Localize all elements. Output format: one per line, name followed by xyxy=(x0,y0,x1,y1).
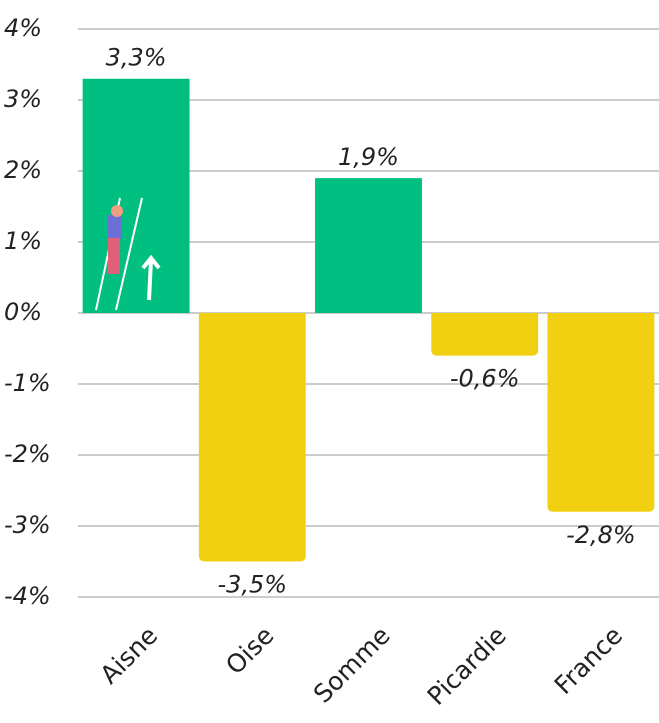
y-tick-label: 2% xyxy=(4,156,42,184)
bar xyxy=(198,313,306,562)
value-label: -0,6% xyxy=(450,365,520,393)
y-tick-label: -2% xyxy=(4,440,51,468)
y-tick-label: 3% xyxy=(4,85,42,113)
y-tick-label: 0% xyxy=(4,298,42,326)
bar xyxy=(315,178,422,313)
x-tick-label: Somme xyxy=(308,621,396,709)
value-label: 1,9% xyxy=(338,143,399,171)
y-tick-label: 1% xyxy=(4,227,42,255)
value-label: -2,8% xyxy=(566,521,636,549)
value-label: -3,5% xyxy=(217,571,287,599)
y-tick-label: -4% xyxy=(4,582,51,610)
x-tick-label: Oise xyxy=(220,621,279,680)
y-tick-label: -1% xyxy=(4,369,51,397)
climber-illustration xyxy=(95,197,161,311)
y-tick-label: -3% xyxy=(4,511,51,539)
bar xyxy=(547,313,655,512)
value-label: 3,3% xyxy=(106,44,167,72)
x-tick-label: Aisne xyxy=(94,621,163,690)
bar xyxy=(82,78,190,313)
bar xyxy=(431,313,539,356)
y-tick-label: 4% xyxy=(4,14,42,42)
x-tick-label: France xyxy=(549,621,628,700)
x-tick-label: Picardie xyxy=(422,621,512,711)
